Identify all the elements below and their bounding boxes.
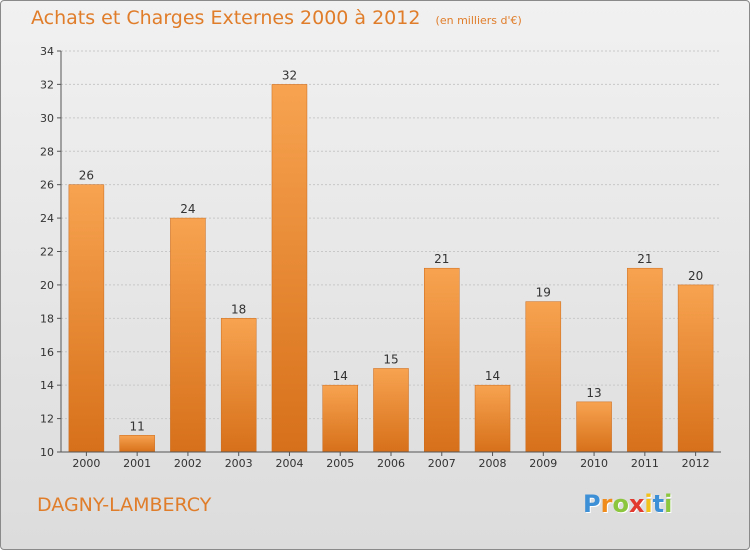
- y-tick-label: 12: [40, 413, 54, 426]
- x-tick-label: 2011: [631, 457, 659, 470]
- data-label: 32: [282, 68, 297, 82]
- y-tick-label: 32: [40, 78, 54, 91]
- bar-2010: [576, 401, 612, 453]
- x-tick-label: 2000: [72, 457, 100, 470]
- x-tick-label: 2010: [580, 457, 608, 470]
- x-tick-label: 2012: [682, 457, 710, 470]
- logo-letter: i: [644, 490, 653, 518]
- y-tick-label: 30: [40, 112, 54, 125]
- x-tick-label: 2008: [479, 457, 507, 470]
- data-label: 21: [434, 252, 449, 266]
- bar-2011: [627, 267, 663, 453]
- y-tick-label: 10: [40, 446, 54, 459]
- x-tick-label: 2005: [326, 457, 354, 470]
- data-label: 26: [79, 169, 94, 183]
- y-tick-label: 14: [40, 379, 54, 392]
- data-label: 21: [637, 252, 652, 266]
- y-tick-label: 26: [40, 179, 54, 192]
- data-label: 20: [688, 269, 703, 283]
- data-label: 11: [130, 419, 145, 433]
- proxiti-logo[interactable]: Proxiti: [583, 490, 672, 518]
- bars: 26 11 24 18 32 14 15 21 14 19 13 21 20: [68, 68, 714, 453]
- bar-2006: [373, 368, 409, 453]
- city-name: DAGNY-LAMBERCY: [37, 494, 212, 516]
- bar-2002: [170, 217, 206, 453]
- bar-2004: [271, 84, 308, 453]
- x-tick-label: 2003: [225, 457, 253, 470]
- x-tick-label: 2006: [377, 457, 405, 470]
- y-tick-label: 28: [40, 145, 54, 158]
- chart-unit-note: (en milliers d'€): [435, 14, 522, 27]
- logo-letter: r: [600, 490, 613, 518]
- data-label: 19: [536, 286, 551, 300]
- bar-2009: [525, 301, 562, 453]
- logo-letter: o: [612, 490, 629, 518]
- x-tick-label: 2007: [428, 457, 456, 470]
- y-tick-label: 18: [40, 312, 54, 325]
- bar-2005: [322, 384, 358, 453]
- bar-2000: [68, 184, 105, 453]
- data-label: 14: [485, 369, 500, 383]
- logo-letter: t: [652, 490, 665, 518]
- y-tick-label: 22: [40, 246, 54, 259]
- bar-2001: [119, 435, 155, 453]
- chart-title: Achats et Charges Externes 2000 à 2012 (…: [31, 7, 522, 29]
- x-tick-label: 2001: [123, 457, 151, 470]
- data-label: 14: [333, 369, 348, 383]
- y-tick-label: 16: [40, 346, 54, 359]
- logo-letter: i: [664, 490, 673, 518]
- chart-title-text: Achats et Charges Externes 2000 à 2012: [31, 7, 421, 29]
- bar-2008: [474, 384, 511, 453]
- bar-2003: [220, 318, 257, 453]
- logo-letter: P: [583, 490, 601, 518]
- x-tick-label: 2009: [529, 457, 557, 470]
- bar-2007: [424, 267, 460, 453]
- y-tick-label: 20: [40, 279, 54, 292]
- y-tick-label: 24: [40, 212, 54, 225]
- axes: 10 12 14 16 18 20 22 24 26 28 30 32 34 2000 2001 2002 20…: [40, 45, 721, 470]
- data-label: 13: [586, 386, 601, 400]
- x-tick-label: 2004: [275, 457, 303, 470]
- logo-letter: x: [628, 490, 645, 518]
- data-label: 18: [231, 302, 246, 316]
- data-label: 15: [383, 352, 398, 366]
- y-tick-label: 34: [40, 45, 54, 58]
- data-label: 24: [180, 202, 195, 216]
- x-tick-label: 2002: [174, 457, 202, 470]
- bar-2012: [677, 284, 714, 453]
